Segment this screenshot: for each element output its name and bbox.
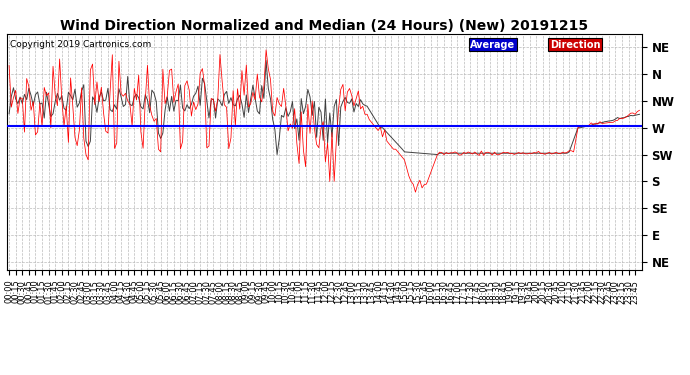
Title: Wind Direction Normalized and Median (24 Hours) (New) 20191215: Wind Direction Normalized and Median (24… <box>60 19 589 33</box>
Text: Copyright 2019 Cartronics.com: Copyright 2019 Cartronics.com <box>10 40 151 49</box>
Text: Average: Average <box>471 40 515 50</box>
Text: Direction: Direction <box>550 40 600 50</box>
